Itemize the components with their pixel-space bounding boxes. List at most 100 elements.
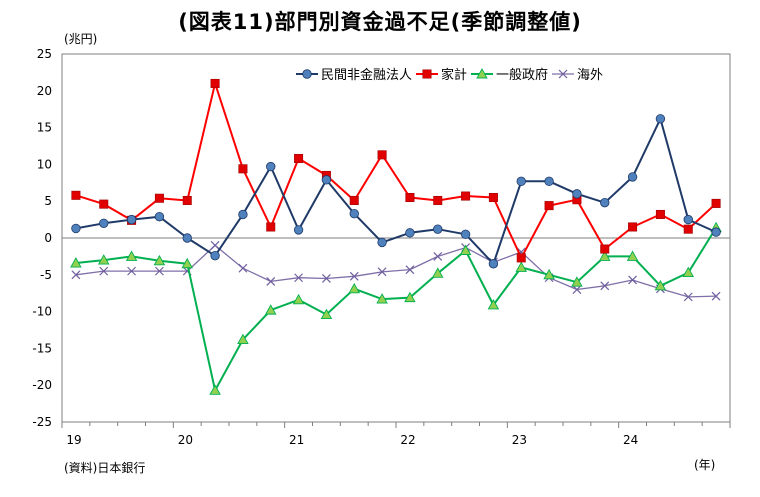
data-point (320, 308, 333, 319)
legend-swatch-marker (558, 69, 568, 79)
data-point (349, 195, 359, 205)
data-point (71, 223, 81, 234)
legend-item: 家計 (416, 67, 467, 83)
x-tick-label: 23 (512, 433, 527, 447)
data-point (349, 209, 359, 219)
data-point (461, 191, 471, 201)
data-point-stroke (433, 251, 443, 261)
data-point (515, 261, 528, 272)
data-point (377, 267, 387, 277)
series-3 (70, 221, 722, 395)
data-point (181, 257, 194, 269)
data-point (683, 224, 693, 234)
data-point (655, 209, 665, 219)
data-point (628, 275, 638, 285)
data-point-stroke (683, 292, 693, 302)
data-point (627, 172, 638, 182)
data-point (516, 176, 526, 187)
data-point (654, 279, 667, 291)
data-point (543, 268, 555, 280)
data-point-stroke (711, 291, 721, 301)
y-tick-label: -20 (32, 378, 52, 392)
data-point (264, 304, 277, 315)
data-point-stroke (71, 270, 81, 280)
data-point (711, 227, 721, 237)
data-point (210, 240, 220, 250)
legend-item: 一般政府 (471, 67, 548, 83)
data-point (266, 276, 276, 286)
data-point-stroke (238, 263, 248, 273)
data-point (405, 265, 415, 275)
data-point (433, 195, 443, 205)
data-point-stroke (182, 266, 192, 276)
data-point-stroke (294, 273, 304, 283)
y-tick-label: 15 (37, 121, 52, 135)
data-point (655, 114, 666, 124)
series-4 (71, 240, 721, 302)
data-point (127, 266, 137, 276)
data-point (600, 281, 610, 291)
data-point (153, 254, 166, 266)
data-point (405, 228, 415, 238)
y-tick-label: -25 (32, 415, 52, 429)
legend-label: 一般政府 (496, 67, 548, 83)
data-point (238, 164, 248, 174)
data-point (349, 271, 359, 281)
series-line (75, 117, 717, 265)
data-point (544, 201, 554, 211)
data-point (238, 209, 248, 220)
legend-label: 家計 (441, 67, 467, 83)
data-point-stroke (266, 276, 276, 286)
data-point (683, 292, 693, 302)
data-point (626, 250, 639, 261)
legend-item: 民間非金融法人 (296, 67, 412, 83)
series-line (75, 82, 717, 259)
data-point (70, 257, 82, 268)
source-note: (資料)日本銀行 (64, 461, 146, 475)
x-tick-label: 24 (623, 433, 638, 447)
data-point (182, 195, 192, 205)
data-point-stroke (210, 240, 220, 250)
data-point (182, 233, 192, 243)
x-tick-label: 20 (178, 433, 193, 447)
data-point (488, 193, 498, 203)
series-1 (71, 114, 721, 269)
y-tick-label: -10 (32, 305, 52, 319)
legend-swatch-marker (476, 68, 488, 79)
data-point (376, 293, 388, 304)
data-point-stroke (127, 266, 137, 276)
data-point (488, 259, 499, 269)
data-point (154, 266, 164, 276)
data-point (711, 291, 721, 301)
data-point (97, 254, 110, 265)
data-point (683, 214, 693, 225)
data-point (266, 161, 276, 172)
x-tick-label: 21 (289, 433, 304, 447)
data-point (348, 282, 361, 294)
data-point (154, 193, 164, 203)
data-point (210, 78, 220, 88)
data-point (404, 291, 416, 303)
data-point (433, 251, 443, 261)
x-tick-label: 22 (400, 433, 415, 447)
series-layer (70, 78, 722, 395)
data-point (433, 224, 443, 234)
data-point (294, 273, 304, 283)
series-2 (71, 78, 721, 263)
data-point (154, 211, 165, 222)
data-point (209, 384, 221, 395)
legend-swatch-marker (422, 69, 432, 79)
data-point (487, 299, 500, 310)
data-point (598, 250, 611, 261)
data-point (544, 176, 554, 187)
data-point (126, 214, 137, 225)
data-point (459, 244, 472, 255)
data-point (377, 237, 387, 248)
data-point (711, 198, 721, 208)
legend-label: 民間非金融法人 (321, 67, 412, 83)
data-point (377, 150, 387, 160)
data-point-stroke (377, 267, 387, 277)
y-axis-unit-label: (兆円) (64, 32, 98, 46)
y-tick-label: 5 (44, 194, 52, 208)
